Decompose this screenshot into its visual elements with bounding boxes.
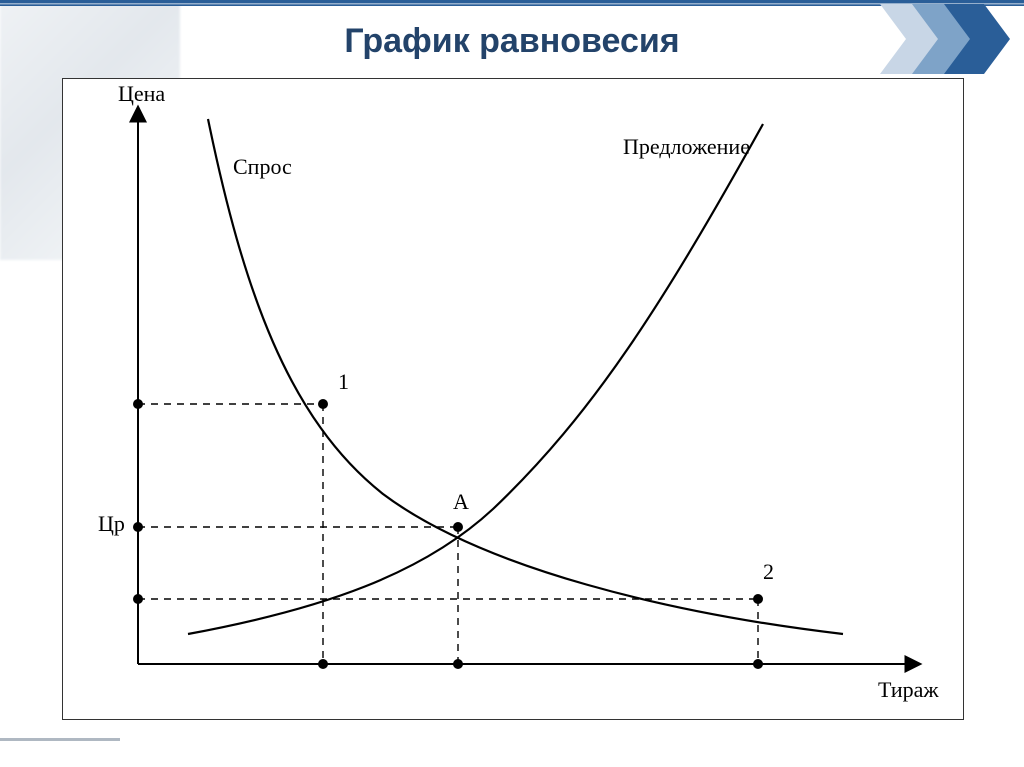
svg-text:Цена: Цена (118, 81, 165, 106)
chart-svg: Цена Тираж Спрос Предложение А 1 2 Цр (63, 79, 963, 719)
svg-text:Цр: Цр (98, 511, 125, 536)
equilibrium-chart: Цена Тираж Спрос Предложение А 1 2 Цр (62, 78, 964, 720)
svg-text:Предложение: Предложение (623, 134, 750, 159)
svg-text:Спрос: Спрос (233, 154, 292, 179)
page-title: График равновесия (0, 22, 1024, 61)
svg-text:Тираж: Тираж (878, 677, 939, 702)
svg-text:А: А (453, 489, 469, 514)
svg-text:2: 2 (763, 559, 774, 584)
footer-rule (0, 738, 120, 741)
svg-text:1: 1 (338, 369, 349, 394)
